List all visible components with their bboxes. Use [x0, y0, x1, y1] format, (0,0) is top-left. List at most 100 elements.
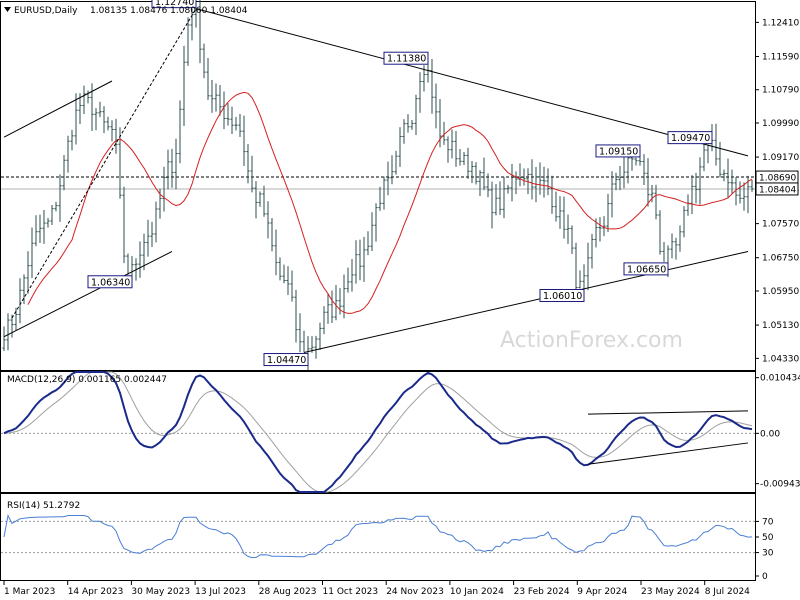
- price-bar: [74, 93, 78, 145]
- price-bar: [370, 212, 374, 251]
- price-bar: [66, 135, 70, 173]
- price-bar: [682, 206, 686, 238]
- macd-line: [3, 371, 753, 493]
- price-y-tick-label: 1.10790: [762, 86, 799, 96]
- price-bar: [622, 155, 626, 189]
- price-bar: [658, 210, 662, 255]
- macd-y-tick-label: -0.009436: [760, 480, 800, 490]
- x-tick-label: 1 Mar 2023: [4, 587, 55, 597]
- price-y-tick-label: 1.12410: [762, 18, 799, 28]
- price-bar: [22, 274, 26, 305]
- pivot-label-text: 1.06650: [627, 264, 666, 275]
- price-bar: [738, 181, 742, 204]
- pivot-label-text: 1.12740: [155, 0, 194, 8]
- pivot-label: 1.06650: [623, 262, 669, 276]
- price-bar: [574, 242, 578, 291]
- pivot-label-box: [623, 262, 669, 276]
- price-bar: [590, 233, 594, 269]
- price-bar: [162, 166, 166, 212]
- price-bar: [498, 181, 502, 215]
- price-bar: [318, 322, 322, 351]
- price-bar: [390, 155, 394, 185]
- x-tick-label: 23 Feb 2024: [514, 587, 570, 597]
- rsi-y-tick-label: 30: [762, 549, 774, 559]
- pivot-label-box: [595, 144, 641, 158]
- price-bar: [558, 196, 562, 229]
- price-bar: [386, 161, 390, 196]
- price-bar: [362, 236, 366, 282]
- price-bar: [266, 201, 270, 239]
- x-tick-label: 9 Apr 2024: [577, 587, 627, 597]
- price-y-tick-label: 1.09990: [762, 119, 799, 129]
- pivot-label: 1.04470: [263, 353, 309, 367]
- price-bar: [614, 172, 618, 191]
- x-tick-label: 8 Jul 2024: [705, 587, 750, 597]
- price-bar: [374, 203, 378, 242]
- x-tick-label: 30 May 2023: [131, 587, 190, 597]
- price-bar: [502, 176, 506, 219]
- macd-panel-frame: [0, 371, 756, 493]
- price-bar: [694, 172, 698, 204]
- price-bar: [594, 218, 598, 248]
- pivot-label: 1.06010: [539, 288, 585, 302]
- price-bar: [298, 313, 302, 353]
- price-bar: [578, 270, 582, 289]
- price-bar: [742, 182, 746, 211]
- price-bar: [170, 148, 174, 188]
- x-tick-label: 23 May 2024: [641, 587, 700, 597]
- pivot-label-box: [151, 0, 197, 9]
- price-bar: [30, 227, 34, 279]
- price-bar: [646, 158, 650, 207]
- price-bar: [334, 284, 338, 321]
- price-bar: [734, 176, 738, 206]
- price-y-tick-label: 1.09170: [762, 153, 799, 163]
- price-bar: [186, 17, 190, 66]
- x-axis: 1 Mar 2023 14 Apr 2023 30 May 2023 13 Jul 2…: [3, 581, 750, 597]
- price-bar: [178, 100, 182, 164]
- price-bar: [490, 181, 494, 229]
- x-tick-label: 28 Aug 2023: [259, 587, 317, 597]
- reference-price-tag-text: 1.08690: [759, 174, 796, 184]
- pivot-label: 1.09470: [667, 131, 713, 145]
- price-bar: [270, 217, 274, 252]
- price-bar: [254, 181, 258, 219]
- price-bar: [654, 184, 658, 220]
- price-bar: [38, 214, 42, 243]
- price-bar: [50, 205, 54, 226]
- pivot-label-text: 1.09150: [599, 146, 638, 157]
- pivot-label: 1.09150: [595, 144, 641, 158]
- price-bar: [114, 118, 118, 154]
- price-bar: [210, 79, 214, 113]
- price-bar: [230, 106, 234, 135]
- rsi-line: [3, 513, 753, 559]
- price-bar: [366, 231, 370, 256]
- price-bar: [506, 184, 510, 194]
- rsi-y-tick-label: 70: [762, 517, 774, 527]
- price-bar: [250, 155, 254, 193]
- reference-price-tag: 1.08690: [755, 170, 799, 184]
- price-bar: [26, 251, 30, 294]
- price-bar: [474, 162, 478, 185]
- price-bar: [94, 108, 98, 131]
- price-bar: [618, 166, 622, 191]
- macd-y-tick-label: 0.00: [760, 429, 780, 439]
- price-bar: [202, 43, 206, 79]
- pivot-label-text: 1.06010: [543, 291, 582, 302]
- price-bar: [454, 131, 458, 167]
- price-bar: [322, 306, 326, 335]
- price-bar: [58, 174, 62, 222]
- x-tick-label: 11 Oct 2023: [323, 587, 379, 597]
- x-tick-label: 24 Nov 2023: [386, 587, 444, 597]
- ohlc-readout: 1.08135 1.08476 1.08060 1.08404: [90, 6, 248, 16]
- price-trendline: [195, 8, 749, 157]
- price-bar: [406, 114, 410, 133]
- price-bar: [602, 216, 606, 237]
- price-panel: 1.124101.115901.107901.099901.091701.083…: [0, 0, 799, 371]
- price-bar: [102, 106, 106, 134]
- price-bar: [466, 147, 470, 179]
- pivot-label: 1.12740: [151, 0, 197, 9]
- price-bar: [542, 166, 546, 198]
- dropdown-triangle-icon[interactable]: [4, 7, 11, 12]
- pivot-label: 1.11380: [383, 51, 429, 65]
- price-bar: [206, 58, 210, 100]
